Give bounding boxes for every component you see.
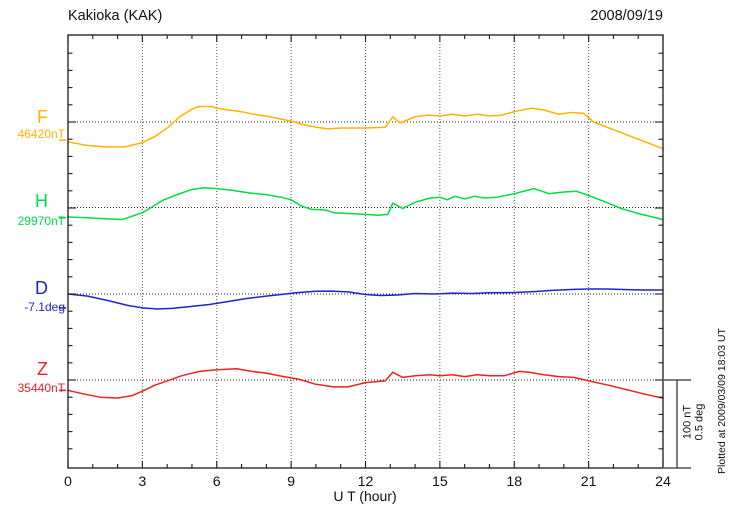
trace-letter-f: F [37,107,48,127]
x-tick-label: 18 [506,474,522,490]
trace-baseline-z: 35440nT [17,381,65,395]
x-tick-label: 21 [581,474,597,490]
x-axis-label: U T (hour) [333,488,397,504]
plot-date: 2008/09/19 [590,8,663,24]
trace-baseline-f: 46420nT [17,127,65,141]
scale-bar-label: 100 nT 0.5 deg [681,403,706,441]
x-tick-label: 6 [213,474,221,490]
trace-D [67,288,664,310]
station-title: Kakioka (KAK) [68,8,163,24]
x-tick-label: 12 [358,474,374,490]
trace-Z [67,368,664,399]
x-tick-label: 0 [64,474,72,490]
trace-baseline-d: -7.1deg [24,300,65,314]
scale-bar-nt: 100 nT [681,404,694,440]
scale-bar-deg: 0.5 deg [693,403,705,441]
plotted-at-note: Plotted at 2009/03/09 18:03 UT [716,328,728,474]
x-tick-label: 9 [287,474,295,490]
x-tick-label: 24 [655,474,671,490]
trace-letter-h: H [35,191,48,211]
x-tick-label: 15 [432,474,448,490]
trace-H [67,186,664,221]
trace-letter-z: Z [37,359,48,379]
trace-baseline-h: 29970nT [17,214,65,228]
x-tick-label: 3 [138,474,146,490]
trace-F [67,105,664,150]
trace-letter-d: D [35,278,48,298]
